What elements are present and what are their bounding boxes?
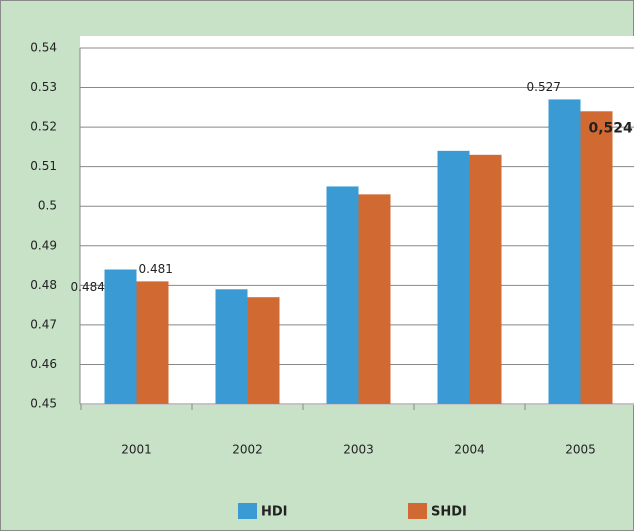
x-tick-label: 2002 bbox=[232, 443, 263, 457]
legend-swatch bbox=[238, 503, 257, 519]
bar bbox=[358, 194, 391, 404]
bar bbox=[326, 186, 359, 404]
data-label: 0.481 bbox=[139, 262, 173, 276]
x-tick-label: 2001 bbox=[121, 443, 152, 457]
y-tick-label: 0.5 bbox=[38, 199, 57, 213]
y-tick-label: 0.47 bbox=[30, 317, 57, 331]
data-label: 0.527 bbox=[527, 80, 561, 94]
bar bbox=[437, 150, 470, 404]
x-tick-label: 2005 bbox=[565, 443, 596, 457]
y-tick-label: 0.53 bbox=[30, 80, 57, 94]
y-tick-label: 0.46 bbox=[30, 357, 57, 371]
bar bbox=[469, 154, 502, 404]
legend-label: HDI bbox=[261, 505, 288, 520]
bar bbox=[136, 281, 169, 404]
y-tick-label: 0.45 bbox=[30, 397, 57, 411]
y-tick-label: 0.52 bbox=[30, 120, 57, 134]
data-label: 0,524 bbox=[589, 120, 634, 136]
y-tick-label: 0.51 bbox=[30, 159, 57, 173]
x-tick-label: 2003 bbox=[343, 443, 374, 457]
data-label: 0.484 bbox=[71, 280, 105, 294]
y-tick-label: 0.48 bbox=[30, 278, 57, 292]
bar bbox=[215, 289, 248, 404]
bar bbox=[104, 269, 137, 404]
y-tick-label: 0.54 bbox=[30, 41, 57, 55]
bar bbox=[548, 99, 581, 404]
x-tick-label: 2004 bbox=[454, 443, 485, 457]
y-tick-label: 0.49 bbox=[30, 238, 57, 252]
legend-label: SHDI bbox=[431, 505, 467, 520]
bar bbox=[247, 297, 280, 404]
legend-swatch bbox=[408, 503, 427, 519]
bar bbox=[580, 111, 613, 405]
